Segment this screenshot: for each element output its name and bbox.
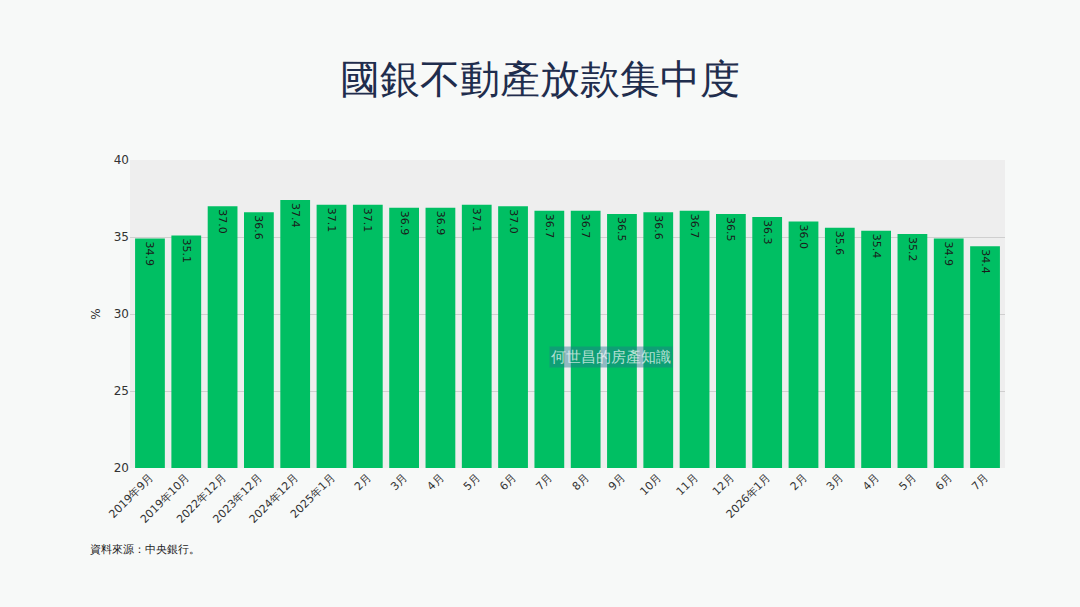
svg-text:37.1: 37.1 xyxy=(470,208,483,233)
svg-text:35.4: 35.4 xyxy=(870,234,883,259)
svg-text:34.9: 34.9 xyxy=(942,242,955,267)
svg-text:2月: 2月 xyxy=(352,471,374,493)
svg-text:資料來源：中央銀行。: 資料來源：中央銀行。 xyxy=(90,543,200,556)
svg-text:36.9: 36.9 xyxy=(398,211,411,236)
svg-text:36.7: 36.7 xyxy=(579,214,592,239)
svg-text:5月: 5月 xyxy=(897,471,919,493)
svg-text:37.0: 37.0 xyxy=(507,209,520,234)
svg-text:2024年12月: 2024年12月 xyxy=(247,471,301,525)
svg-text:2026年1月: 2026年1月 xyxy=(724,471,773,520)
svg-text:34.4: 34.4 xyxy=(979,249,992,274)
svg-text:36.7: 36.7 xyxy=(688,214,701,239)
svg-text:36.5: 36.5 xyxy=(615,217,628,242)
svg-text:4月: 4月 xyxy=(425,471,447,493)
svg-text:36.6: 36.6 xyxy=(252,215,265,240)
svg-text:36.0: 36.0 xyxy=(797,225,810,250)
svg-text:2023年12月: 2023年12月 xyxy=(210,471,264,525)
svg-text:6月: 6月 xyxy=(497,471,519,493)
svg-text:11月: 11月 xyxy=(674,471,701,498)
svg-text:35.6: 35.6 xyxy=(833,231,846,256)
svg-text:9月: 9月 xyxy=(606,471,628,493)
svg-text:34.9: 34.9 xyxy=(143,242,156,267)
svg-text:36.7: 36.7 xyxy=(543,214,556,239)
svg-text:2月: 2月 xyxy=(788,471,810,493)
svg-text:10月: 10月 xyxy=(637,471,664,498)
svg-text:37.0: 37.0 xyxy=(216,209,229,234)
svg-text:2025年1月: 2025年1月 xyxy=(288,471,337,520)
svg-text:35: 35 xyxy=(114,230,129,244)
svg-text:25: 25 xyxy=(114,384,129,398)
svg-text:國銀不動產放款集中度: 國銀不動產放款集中度 xyxy=(340,56,740,102)
svg-text:何世昌的房產知識: 何世昌的房產知識 xyxy=(551,348,671,366)
svg-text:37.4: 37.4 xyxy=(289,203,302,228)
svg-text:3月: 3月 xyxy=(388,471,410,493)
svg-text:37.1: 37.1 xyxy=(325,208,338,233)
svg-text:%: % xyxy=(89,308,103,319)
svg-text:35.1: 35.1 xyxy=(180,238,193,263)
svg-text:2022年12月: 2022年12月 xyxy=(174,471,228,525)
svg-text:20: 20 xyxy=(114,461,129,475)
svg-text:7月: 7月 xyxy=(533,471,555,493)
svg-text:36.5: 36.5 xyxy=(724,217,737,242)
svg-text:36.3: 36.3 xyxy=(761,220,774,245)
svg-text:8月: 8月 xyxy=(570,471,592,493)
svg-text:36.9: 36.9 xyxy=(434,211,447,236)
svg-text:37.1: 37.1 xyxy=(361,208,374,233)
svg-text:5月: 5月 xyxy=(461,471,483,493)
svg-text:6月: 6月 xyxy=(933,471,955,493)
svg-text:40: 40 xyxy=(114,153,129,167)
svg-text:12月: 12月 xyxy=(710,471,737,498)
svg-text:36.6: 36.6 xyxy=(652,215,665,240)
svg-text:7月: 7月 xyxy=(969,471,991,493)
svg-text:2019年10月: 2019年10月 xyxy=(138,471,192,525)
svg-text:2019年9月: 2019年9月 xyxy=(106,471,155,520)
svg-text:3月: 3月 xyxy=(824,471,846,493)
svg-text:4月: 4月 xyxy=(860,471,882,493)
svg-text:35.2: 35.2 xyxy=(906,237,919,261)
svg-text:30: 30 xyxy=(114,307,129,321)
